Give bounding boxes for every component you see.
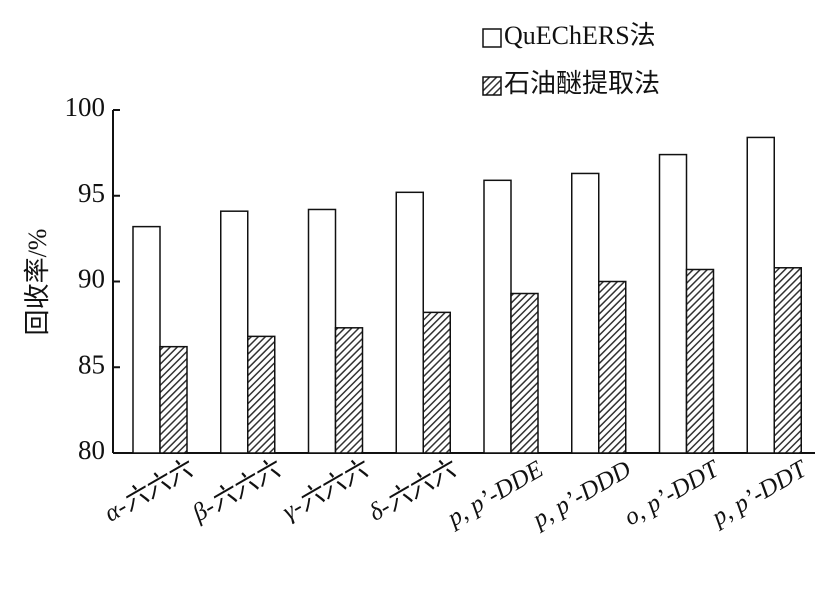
bar xyxy=(334,327,364,454)
bar xyxy=(571,172,600,454)
bar xyxy=(510,292,539,454)
bar xyxy=(247,335,276,454)
bar xyxy=(159,345,188,454)
x-tick-label: p, p’-DDD xyxy=(527,456,636,535)
legend-swatch xyxy=(482,28,502,48)
x-tick-label: p, p’-DDT xyxy=(706,455,813,533)
bar xyxy=(598,280,627,454)
bar xyxy=(307,208,337,454)
x-tick-label: β-六六六 xyxy=(187,454,287,527)
y-tick-label: 80 xyxy=(78,435,105,465)
y-tick-label: 85 xyxy=(78,349,105,379)
bar xyxy=(658,153,688,454)
bar xyxy=(773,267,802,454)
bar xyxy=(746,136,775,454)
y-tick-label: 95 xyxy=(78,178,105,208)
x-tick-label: α-六六六 xyxy=(100,454,200,527)
y-tick-label: 90 xyxy=(78,264,105,294)
bar xyxy=(685,268,715,454)
x-tick-label: γ-六六六 xyxy=(278,454,375,525)
x-tick-label: o, p’-DDT xyxy=(620,455,726,532)
bar xyxy=(220,210,249,454)
bar xyxy=(132,225,161,454)
y-tick-label: 100 xyxy=(65,92,106,122)
legend-label: 石油醚提取法 xyxy=(504,69,660,98)
y-axis-label: 回收率/% xyxy=(23,229,52,336)
legend-label: QuEChERS法 xyxy=(504,21,656,50)
bar xyxy=(422,311,451,454)
x-tick-label: p, p’-DDE xyxy=(441,456,548,533)
bar xyxy=(483,179,512,454)
legend-swatch xyxy=(482,76,502,96)
bar xyxy=(395,191,424,454)
